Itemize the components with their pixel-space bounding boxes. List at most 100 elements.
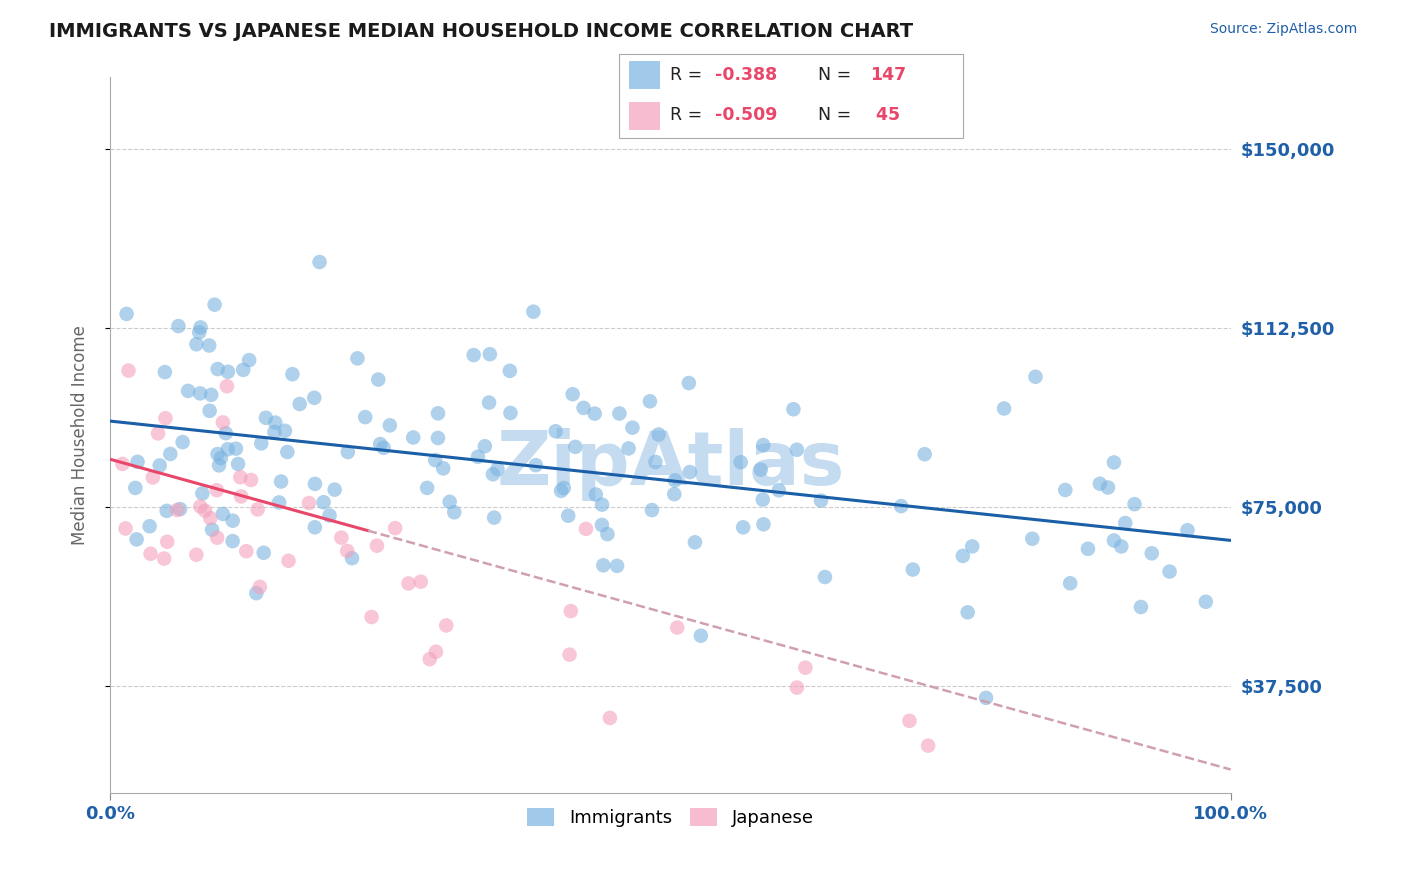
- Point: [114, 521, 136, 535]
- Point: [917, 739, 939, 753]
- Point: [250, 436, 273, 450]
- Point: [606, 558, 628, 573]
- Point: [146, 426, 169, 441]
- Point: [644, 455, 666, 469]
- Point: [323, 483, 346, 497]
- Point: [524, 458, 547, 473]
- Point: [960, 540, 983, 554]
- Point: [217, 442, 239, 457]
- Point: [232, 363, 254, 377]
- Point: [1102, 533, 1125, 548]
- Point: [814, 570, 837, 584]
- Point: [596, 527, 619, 541]
- Point: [782, 402, 804, 417]
- Point: [304, 391, 326, 405]
- Point: [238, 353, 260, 368]
- Point: [730, 455, 752, 469]
- Point: [425, 453, 447, 467]
- Point: [298, 496, 321, 510]
- Point: [155, 411, 177, 425]
- Text: Source: ZipAtlas.com: Source: ZipAtlas.com: [1209, 22, 1357, 37]
- Point: [225, 442, 247, 456]
- Point: [427, 406, 450, 420]
- Point: [198, 338, 221, 352]
- Point: [153, 365, 176, 379]
- Text: N =: N =: [818, 66, 852, 84]
- Point: [1159, 565, 1181, 579]
- Y-axis label: Median Household Income: Median Household Income: [72, 326, 89, 545]
- Point: [427, 431, 450, 445]
- Point: [221, 534, 243, 549]
- Point: [169, 502, 191, 516]
- Point: [188, 386, 211, 401]
- Point: [207, 447, 229, 461]
- Point: [207, 362, 229, 376]
- Point: [557, 508, 579, 523]
- Point: [678, 376, 700, 390]
- Point: [215, 426, 238, 441]
- Point: [373, 441, 395, 455]
- Point: [733, 520, 755, 534]
- Point: [794, 660, 817, 674]
- Point: [167, 319, 190, 334]
- Point: [249, 580, 271, 594]
- Point: [270, 475, 292, 489]
- Point: [222, 514, 245, 528]
- Point: [550, 483, 572, 498]
- Text: -0.509: -0.509: [716, 106, 778, 124]
- Point: [139, 547, 162, 561]
- Point: [583, 407, 606, 421]
- Point: [235, 544, 257, 558]
- Point: [336, 544, 359, 558]
- Point: [127, 455, 149, 469]
- Point: [564, 440, 586, 454]
- Point: [592, 558, 614, 573]
- Point: [212, 416, 235, 430]
- Point: [638, 394, 661, 409]
- Point: [229, 470, 252, 484]
- Point: [186, 548, 208, 562]
- Point: [263, 425, 285, 439]
- Point: [115, 307, 138, 321]
- Legend: Immigrants, Japanese: Immigrants, Japanese: [520, 801, 821, 834]
- FancyBboxPatch shape: [628, 102, 659, 130]
- Point: [312, 495, 335, 509]
- Point: [366, 539, 388, 553]
- Point: [416, 481, 439, 495]
- Point: [1195, 595, 1218, 609]
- Point: [463, 348, 485, 362]
- Point: [434, 618, 457, 632]
- Point: [1054, 483, 1077, 497]
- Point: [402, 430, 425, 444]
- Point: [125, 533, 148, 547]
- Point: [354, 410, 377, 425]
- Point: [308, 255, 330, 269]
- Point: [1102, 455, 1125, 469]
- Point: [217, 365, 239, 379]
- Point: [360, 610, 382, 624]
- Point: [478, 395, 501, 409]
- Point: [499, 406, 522, 420]
- Point: [384, 521, 406, 535]
- Point: [1088, 476, 1111, 491]
- Point: [208, 458, 231, 473]
- Point: [621, 420, 644, 434]
- Point: [1114, 516, 1136, 530]
- Point: [467, 450, 489, 464]
- Point: [993, 401, 1015, 416]
- Point: [246, 502, 269, 516]
- Point: [346, 351, 368, 366]
- Point: [752, 492, 775, 507]
- Point: [1077, 541, 1099, 556]
- Point: [647, 427, 669, 442]
- Point: [952, 549, 974, 563]
- Point: [617, 442, 640, 456]
- Point: [1140, 546, 1163, 560]
- Point: [276, 445, 298, 459]
- Point: [486, 462, 509, 476]
- Point: [367, 373, 389, 387]
- Text: 147: 147: [870, 66, 907, 84]
- Point: [752, 517, 775, 532]
- Point: [124, 481, 146, 495]
- Point: [166, 503, 188, 517]
